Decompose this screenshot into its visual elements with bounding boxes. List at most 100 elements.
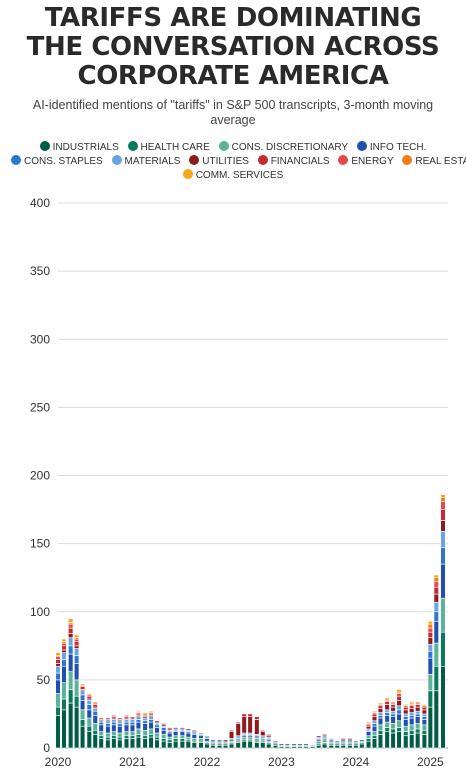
bar-segment xyxy=(222,744,229,749)
bar-segment xyxy=(415,728,421,734)
bar-segment xyxy=(79,725,86,749)
bar-segment xyxy=(198,742,204,749)
bar-segment xyxy=(204,743,210,749)
bar-segment xyxy=(105,723,111,727)
legend-swatch xyxy=(356,141,367,151)
bar-segment xyxy=(427,627,433,633)
bar-segment xyxy=(433,690,439,749)
bar-segment xyxy=(371,725,378,732)
legend-swatch xyxy=(257,155,268,165)
bar-segment xyxy=(359,743,365,749)
bar-segment xyxy=(68,633,74,638)
bar-segment xyxy=(321,739,328,743)
bar-segment xyxy=(98,735,104,739)
bar-segment xyxy=(247,716,253,734)
bar-segment xyxy=(129,724,136,732)
bar-segment xyxy=(68,653,74,672)
bar-segment xyxy=(235,721,241,724)
bar-segment xyxy=(117,725,123,734)
bar-segment xyxy=(142,720,148,724)
bar-segment xyxy=(167,736,173,741)
y-tick-label-200: 200 xyxy=(30,469,50,483)
bar-segment xyxy=(396,709,402,715)
bar-segment xyxy=(173,731,179,737)
bar-segment xyxy=(260,729,266,732)
bar-segment xyxy=(297,743,303,746)
bar-segment xyxy=(185,728,191,731)
bar-segment xyxy=(123,719,130,723)
bar-segment xyxy=(316,740,322,745)
bar-segment xyxy=(105,739,111,749)
bar-segment xyxy=(390,710,396,715)
bar-segment xyxy=(167,727,173,730)
bar-segment xyxy=(409,734,415,749)
bar-segment xyxy=(433,601,439,613)
bar-segment xyxy=(123,714,130,717)
bar-segment xyxy=(396,705,402,711)
bar-segment xyxy=(347,744,353,749)
y-tick-label-300: 300 xyxy=(30,332,50,346)
bar-segment xyxy=(135,728,142,735)
bar-segment xyxy=(427,637,433,645)
bar-segment xyxy=(68,689,74,704)
bar-segment xyxy=(415,710,421,715)
bar-segment xyxy=(421,724,428,731)
bar-segment xyxy=(377,702,384,705)
bar-segment xyxy=(79,683,86,686)
bar-segment xyxy=(198,738,204,742)
bar-segment xyxy=(409,714,415,719)
bar-segment xyxy=(321,743,328,749)
legend-row-3: COMM. SERVICES xyxy=(8,169,458,183)
bar-segment xyxy=(129,731,136,737)
bar-segment xyxy=(415,716,421,724)
legend-label: COMM. SERVICES xyxy=(195,170,284,181)
legend-item-materials: MATERIALS xyxy=(111,155,180,169)
bar-segment xyxy=(179,738,185,742)
bar-segment xyxy=(92,723,98,731)
bar-segment xyxy=(440,665,446,749)
bar-segment xyxy=(129,716,136,719)
bar-segment xyxy=(92,734,98,749)
bar-segment xyxy=(198,735,204,739)
bar-segment xyxy=(73,655,80,664)
bar-segment xyxy=(347,738,353,741)
bar-segment xyxy=(161,738,167,742)
bar-segment xyxy=(403,735,409,749)
bar-segment xyxy=(92,710,98,716)
legend-item-utilities: UTILITIES xyxy=(189,155,249,169)
bar-segment xyxy=(148,721,154,730)
bar-segment xyxy=(98,731,104,737)
bar-segment xyxy=(377,714,384,719)
bar-segment xyxy=(284,743,290,746)
x-tick-label-2020: 2020 xyxy=(45,755,72,769)
bar-segment xyxy=(55,706,61,716)
bar-segment xyxy=(148,716,154,720)
bar-segment xyxy=(433,642,439,667)
bar-segment xyxy=(440,531,446,549)
bar-segment xyxy=(371,716,378,722)
bar-segment xyxy=(228,743,235,749)
bar-segment xyxy=(123,721,130,726)
bar-segment xyxy=(421,709,428,715)
bar-segment xyxy=(396,693,402,697)
bar-segment xyxy=(365,735,372,739)
bar-segment xyxy=(68,627,74,634)
bar-segment xyxy=(79,686,86,690)
bar-segment xyxy=(247,713,253,717)
bar-segment xyxy=(105,720,111,724)
bar-segment xyxy=(148,734,154,738)
bar-segment xyxy=(403,713,409,717)
bar-segment xyxy=(86,693,92,696)
bar-segment xyxy=(135,736,142,749)
bar-segment xyxy=(235,723,241,737)
y-tick-label-400: 400 xyxy=(30,196,50,210)
bar-segment xyxy=(440,597,446,633)
bar-segment xyxy=(409,708,415,713)
x-tick-label-2024: 2024 xyxy=(343,755,370,769)
bar-segment xyxy=(384,704,390,711)
bar-segment xyxy=(235,742,241,749)
bar-segment xyxy=(390,723,396,730)
bar-segment xyxy=(440,520,446,532)
bar-segment xyxy=(403,731,409,737)
bar-segment xyxy=(409,729,415,735)
